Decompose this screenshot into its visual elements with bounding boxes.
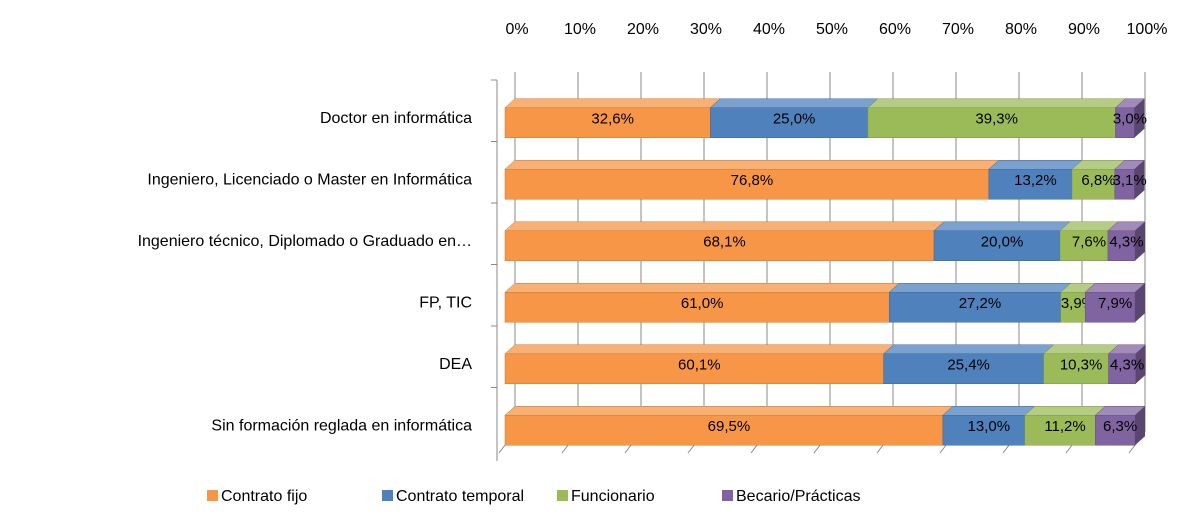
legend-swatch: [382, 490, 393, 501]
bar: [988, 169, 1073, 200]
bar-top: [1084, 283, 1146, 293]
bar-top: [504, 221, 945, 231]
bar-top: [504, 406, 954, 416]
y-tick-label: Doctor en informática: [320, 110, 472, 127]
bar: [1043, 353, 1109, 384]
legend-label: Funcionario: [571, 488, 655, 505]
legend-label: Contrato fijo: [221, 488, 307, 505]
y-tick-label: DEA: [439, 356, 472, 373]
data-label: 61,0%: [681, 295, 724, 312]
bar-top: [988, 160, 1083, 170]
bar: [1095, 415, 1136, 446]
x-tick-label: 100%: [1127, 21, 1168, 38]
bar: [867, 107, 1116, 138]
x-tick-label: 50%: [816, 21, 848, 38]
bar-side: [1134, 98, 1145, 138]
x-tick-label: 20%: [627, 21, 659, 38]
data-label: 11,2%: [1044, 418, 1085, 435]
bar-top: [504, 98, 722, 108]
bar-top: [504, 283, 900, 293]
data-label: 39,3%: [975, 111, 1018, 128]
bar-top: [504, 344, 895, 354]
legend-swatch: [557, 490, 568, 501]
bar-side: [1135, 283, 1145, 323]
bar-side: [1135, 406, 1145, 446]
bar: [1060, 292, 1086, 323]
x-tick-label: 10%: [564, 21, 596, 38]
x-tick-label: 70%: [942, 21, 974, 38]
legend-swatch: [722, 490, 733, 501]
bar: [1107, 230, 1136, 261]
x-tick-label: 30%: [690, 21, 722, 38]
bar: [504, 415, 944, 446]
bar: [504, 169, 990, 200]
bar-top: [933, 221, 1071, 231]
data-label: 25,0%: [773, 111, 816, 128]
y-tick-label: Sin formación reglada en informática: [211, 417, 472, 434]
data-label: 13,2%: [1014, 172, 1057, 189]
data-label: 27,2%: [959, 295, 1002, 312]
data-label: 6,3%: [1103, 418, 1137, 435]
bar-side: [1135, 344, 1146, 384]
bar: [1059, 230, 1109, 261]
data-label: 6,8%: [1081, 172, 1115, 189]
data-label: 4,3%: [1109, 234, 1143, 251]
bar: [710, 107, 869, 138]
bar-side: [1134, 160, 1145, 200]
bar-top: [942, 406, 1036, 416]
bar-top: [1042, 344, 1120, 354]
legend-swatch: [207, 490, 218, 501]
y-tick-label: FP, TIC: [419, 294, 472, 311]
y-tick-label: Ingeniero técnico, Diplomado o Graduado …: [138, 233, 472, 250]
data-label: 76,8%: [731, 172, 774, 189]
bar: [504, 292, 890, 323]
data-label: 25,4%: [947, 357, 990, 374]
bar: [1084, 292, 1136, 323]
x-tick-label: 80%: [1005, 21, 1037, 38]
bar: [1071, 169, 1116, 200]
data-label: 13,0%: [968, 418, 1011, 435]
data-label: 60,1%: [678, 357, 721, 374]
legend-label: Contrato temporal: [396, 488, 524, 505]
x-tick-label: 60%: [879, 21, 911, 38]
data-label: 10,3%: [1060, 357, 1103, 374]
bar-top: [1024, 406, 1106, 416]
x-tick-label: 90%: [1068, 21, 1100, 38]
bar-top: [867, 98, 1127, 108]
x-tick-label: 0%: [505, 21, 528, 38]
data-label: 69,5%: [708, 418, 751, 435]
bar-top: [888, 283, 1072, 293]
bar: [504, 353, 884, 384]
data-label: 7,9%: [1098, 295, 1132, 312]
data-label: 3,0%: [1113, 111, 1147, 128]
bar-top: [504, 160, 1000, 170]
data-label: 20,0%: [981, 234, 1024, 251]
bar-side: [1135, 221, 1145, 261]
data-label: 3,1%: [1113, 172, 1147, 189]
bar-top: [882, 344, 1055, 354]
data-label: 4,3%: [1110, 357, 1144, 374]
data-label: 68,1%: [703, 234, 746, 251]
bar: [889, 292, 1061, 323]
bar-top: [709, 98, 879, 108]
data-label: 32,6%: [591, 111, 634, 128]
bar: [942, 415, 1025, 446]
legend-label: Becario/Prácticas: [736, 488, 861, 505]
y-tick-label: Ingeniero, Licenciado o Master en Inform…: [147, 171, 472, 188]
data-label: 7,6%: [1072, 234, 1106, 251]
bar: [1024, 415, 1096, 446]
bar: [504, 107, 711, 138]
x-tick-label: 40%: [753, 21, 785, 38]
bar: [504, 230, 935, 261]
bar: [883, 353, 1044, 384]
